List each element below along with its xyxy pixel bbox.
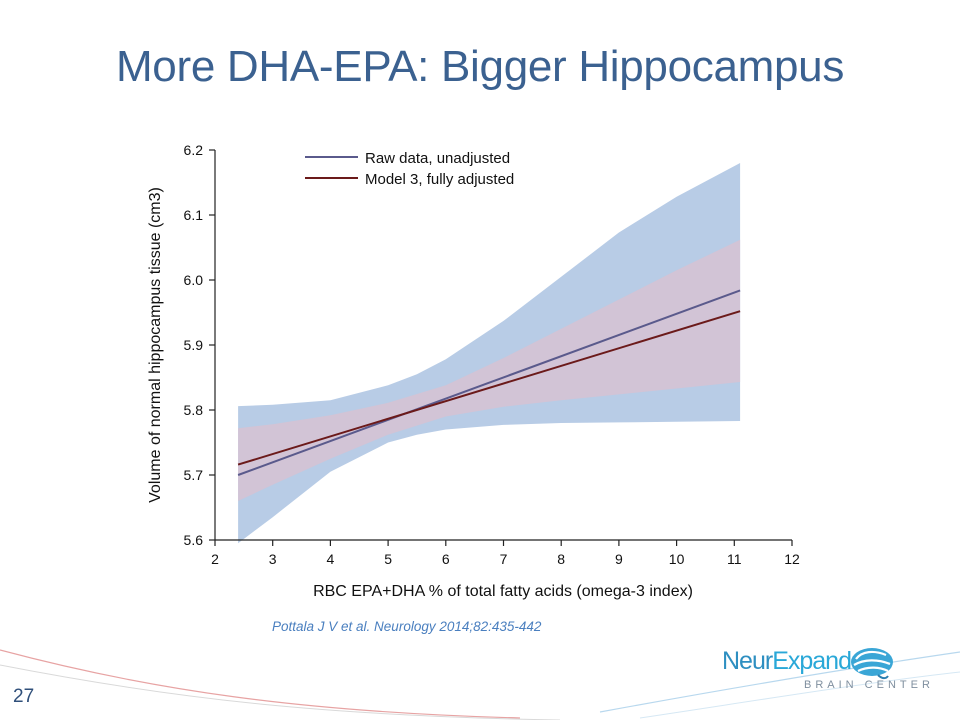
x-tick-label: 7 [500, 551, 508, 567]
ci-band-raw [238, 163, 741, 544]
series-lines [237, 289, 741, 476]
y-tick-label: 5.8 [184, 402, 204, 418]
logo-wordmark-part1: Neur [722, 647, 773, 675]
x-tick-label: 4 [327, 551, 335, 567]
legend: Raw data, unadjusted Model 3, fully adju… [305, 150, 514, 188]
ticks: 2 3 4 5 6 7 8 9 10 11 12 5.6 5.7 5.8 5.9 6.0 6.1 6.2 [184, 142, 800, 567]
ci-band-model3 [238, 239, 741, 501]
citation: Pottala J V et al. Neurology 2014;82:435… [272, 619, 542, 634]
x-tick-label: 10 [669, 551, 685, 567]
legend-label-raw: Raw data, unadjusted [365, 150, 510, 167]
y-tick-label: 6.0 [184, 272, 204, 288]
brain-icon [851, 648, 893, 680]
x-tick-label: 8 [557, 551, 565, 567]
page-number: 27 [13, 686, 35, 707]
slide-title: More DHA-EPA: Bigger Hippocampus [115, 42, 845, 91]
logo-wordmark-part2: Expand [772, 647, 852, 675]
x-tick-label: 12 [784, 551, 800, 567]
series-line-raw [237, 289, 741, 476]
y-tick-label: 6.2 [184, 142, 204, 158]
neurexpand-logo: NeurExpand BRAIN CENTER [722, 645, 930, 695]
confidence-bands [238, 163, 741, 544]
x-tick-label: 9 [615, 551, 623, 567]
legend-label-model3: Model 3, fully adjusted [365, 171, 514, 188]
x-tick-label: 3 [269, 551, 277, 567]
y-tick-label: 5.9 [184, 337, 204, 353]
y-axis-label: Volume of normal hippocampus tissue (cm3… [147, 187, 164, 503]
y-tick-label: 6.1 [184, 207, 204, 223]
y-tick-label: 5.6 [184, 532, 204, 548]
x-tick-label: 11 [727, 551, 742, 567]
x-tick-label: 6 [442, 551, 450, 567]
x-axis-label: RBC EPA+DHA % of total fatty acids (omeg… [313, 583, 693, 600]
y-tick-label: 5.7 [184, 467, 204, 483]
logo-wordmark: NeurExpand [722, 647, 852, 676]
series-line-model3 [237, 310, 741, 466]
x-tick-label: 2 [211, 551, 219, 567]
x-tick-label: 5 [384, 551, 392, 567]
logo-tagline: BRAIN CENTER [804, 679, 934, 691]
